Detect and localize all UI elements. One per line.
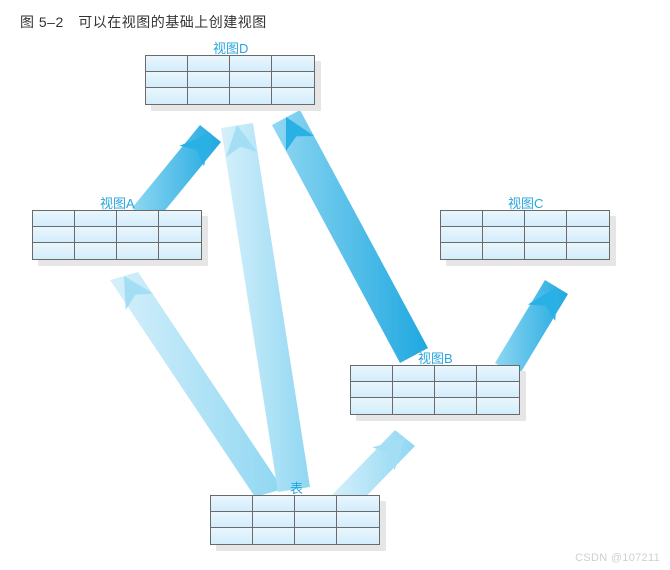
- arrow-body-base-D: [221, 123, 310, 492]
- arrow-body-base-A: [110, 272, 283, 497]
- figure-caption: 图 5–2 可以在视图的基础上创建视图: [20, 12, 267, 32]
- table-node-A: [32, 210, 202, 260]
- watermark: CSDN @107211: [575, 552, 660, 564]
- arrow-body-B-C: [495, 280, 568, 377]
- arrows-layer: [0, 0, 670, 570]
- table-node-base: [210, 495, 380, 545]
- arrow-head-2: [372, 426, 416, 470]
- arrow-head-5: [528, 279, 571, 321]
- table-node-B: [350, 365, 520, 415]
- arrow-head-3: [179, 123, 223, 167]
- arrow-head-4: [272, 109, 314, 151]
- table-node-C: [440, 210, 610, 260]
- arrow-head-0: [110, 268, 153, 310]
- arrow-head-1: [221, 122, 257, 157]
- table-node-D: [145, 55, 315, 105]
- arrow-body-B-D: [272, 110, 428, 363]
